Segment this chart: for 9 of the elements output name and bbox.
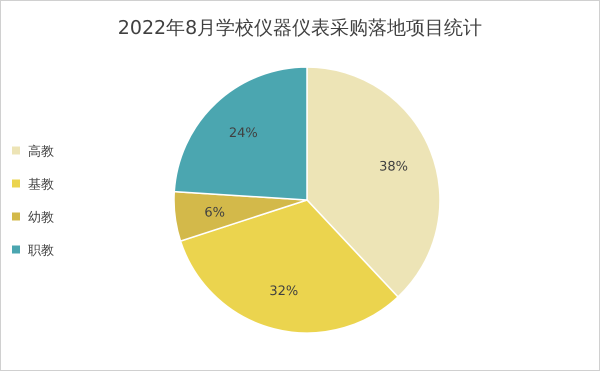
data-label: 6% <box>204 206 225 221</box>
data-label: 38% <box>379 160 408 175</box>
legend-label: 基教 <box>28 178 54 192</box>
chart-title: 2022年8月学校仪器仪表采购落地项目统计 <box>118 17 482 39</box>
legend-label: 幼教 <box>28 210 54 226</box>
legend-label: 职教 <box>28 244 54 258</box>
data-label: 32% <box>269 284 298 300</box>
legend-label: 高教 <box>28 144 54 160</box>
data-label: 24% <box>228 126 258 142</box>
